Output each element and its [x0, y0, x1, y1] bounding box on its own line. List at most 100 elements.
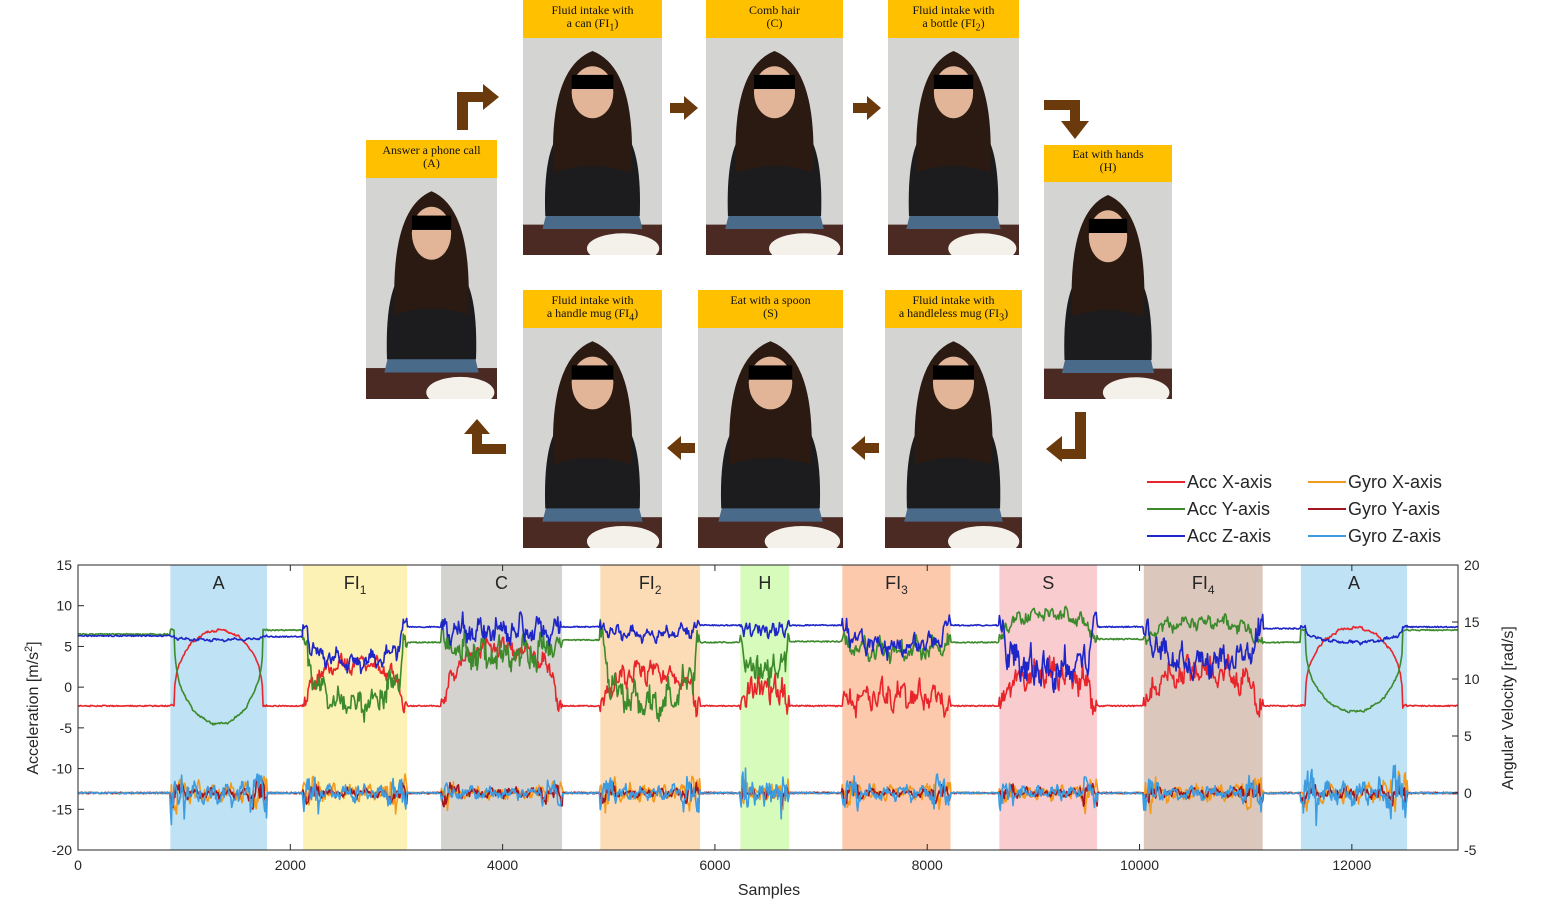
arrow-shape: [464, 419, 506, 454]
panel-photo: [885, 328, 1022, 548]
y-tick-label: 0: [64, 679, 72, 695]
legend-label: Gyro Y-axis: [1348, 499, 1440, 519]
x-tick-label: 12000: [1332, 857, 1371, 873]
y2-tick-label: 15: [1464, 614, 1480, 630]
region-label-sub: 4: [1208, 583, 1215, 597]
legend-label: Acc Z-axis: [1187, 526, 1271, 546]
x-tick-label: 10000: [1120, 857, 1159, 873]
panel-photo: [1044, 182, 1172, 399]
panel-photo: [698, 328, 843, 548]
plot-frame: [77, 564, 1459, 851]
y-axis-title: Acceleration [m/s2]: [23, 641, 42, 774]
x-tick-label: 4000: [487, 857, 518, 873]
y-tick-label: -15: [52, 801, 72, 817]
region-label-main: A: [1348, 573, 1360, 593]
panel-label-line1: Fluid intake with: [912, 292, 995, 307]
region-label: S: [1042, 573, 1054, 593]
y-tick-label: -5: [60, 720, 73, 736]
y2-tick-label: -5: [1464, 842, 1477, 858]
arrow-left-icon: [851, 436, 879, 460]
privacy-bar: [571, 365, 614, 380]
x-tick-label: 8000: [912, 857, 943, 873]
y-tick-label: 5: [64, 638, 72, 654]
panel-eat-with-spoon: Eat with a spoon (S): [698, 290, 843, 548]
arrow-right-down-icon: [1044, 100, 1089, 139]
plate-icon: [764, 526, 841, 548]
y-tick-label: -20: [52, 842, 72, 858]
activity-region: [1143, 565, 1263, 850]
plate-icon: [948, 526, 1020, 548]
region-label: A: [213, 573, 225, 593]
panel-fluid-intake-handleless-mug: Fluid intake with a handleless mug (FI3): [885, 290, 1022, 548]
plate-icon: [426, 376, 495, 399]
series-line-acc-x-axis: [77, 625, 1458, 719]
region-label-main: S: [1042, 573, 1054, 593]
activity-region: [999, 565, 1098, 850]
region-label-sub: 2: [655, 583, 662, 597]
panel-label-line1: Fluid intake with: [551, 292, 634, 307]
privacy-bar: [932, 365, 975, 380]
panel-label-line2: a bottle (FI2): [922, 15, 985, 34]
panel-fluid-intake-handle-mug: Fluid intake with a handle mug (FI4): [523, 290, 662, 548]
plate-icon: [586, 233, 660, 255]
arrow-right-icon: [670, 96, 698, 120]
panel-label-line1: Fluid intake with: [551, 2, 634, 17]
x-tick-label: 6000: [699, 857, 730, 873]
region-label-main: A: [213, 573, 225, 593]
panel-header: Eat with hands (H): [1044, 145, 1172, 182]
y-axis-title-main: Acceleration [m/s: [25, 652, 42, 775]
panel-label-line2: a handleless mug (FI3): [898, 305, 1009, 324]
panel-label-line1: Fluid intake with: [912, 2, 995, 17]
privacy-bar: [748, 365, 793, 380]
y-axis-title-end: ]: [25, 641, 42, 645]
panel-label-line1: Comb hair: [749, 2, 800, 17]
panel-header: Fluid intake with a can (FI1): [523, 0, 662, 38]
panel-header: Comb hair (C): [706, 0, 843, 38]
panel-label-line2: (H): [1099, 160, 1117, 175]
region-label-sub: 3: [901, 583, 908, 597]
panel-comb-hair: Comb hair (C): [706, 0, 843, 255]
region-label-main: FI: [1192, 573, 1208, 593]
panel-header: Fluid intake with a handle mug (FI4): [523, 290, 662, 328]
privacy-bar: [933, 74, 974, 89]
arrow-left-up-icon: [464, 419, 506, 454]
panel-header: Answer a phone call (A): [366, 140, 497, 178]
y-tick-label: 15: [56, 557, 72, 573]
panel-photo: [888, 38, 1019, 255]
series-line-acc-y-axis: [77, 605, 1459, 726]
arrow-shape: [457, 84, 499, 130]
panel-header: Fluid intake with a bottle (FI2): [888, 0, 1019, 38]
region-label: FI4: [1192, 573, 1215, 597]
arrow-shape: [851, 436, 879, 460]
y2-tick-label: 10: [1464, 671, 1480, 687]
arrow-shape: [1046, 412, 1086, 462]
privacy-bar: [753, 74, 796, 89]
arrow-shape: [667, 436, 695, 460]
panel-header: Fluid intake with a handleless mug (FI3): [885, 290, 1022, 328]
panel-label-line2: (C): [766, 15, 783, 30]
region-label: FI1: [344, 573, 367, 597]
panel-label-line2: a can (FI1): [566, 15, 619, 34]
arrow-right-icon: [853, 96, 881, 120]
y2-axis-title: Angular Velocity [rad/s]: [1500, 626, 1517, 790]
panel-label-line1: Answer a phone call: [382, 142, 481, 157]
panel-fluid-intake-can: Fluid intake with a can (FI1): [523, 0, 662, 255]
region-label: A: [1348, 573, 1360, 593]
panel-photo: [706, 38, 843, 255]
plate-icon: [948, 233, 1017, 255]
panel-label-line2: a handle mug (FI4): [546, 305, 639, 324]
plate-icon: [769, 233, 841, 255]
panel-label-line1: Eat with hands: [1072, 147, 1144, 162]
legend-label: Acc Y-axis: [1187, 499, 1270, 519]
legend-label: Gyro Z-axis: [1348, 526, 1441, 546]
x-tick-label: 0: [74, 857, 82, 873]
privacy-bar: [1088, 218, 1128, 233]
panel-photo: [523, 328, 662, 548]
panel-photo: [366, 178, 497, 399]
series-line-gyro-z-axis: [77, 764, 1459, 827]
y-tick-label: 10: [56, 598, 72, 614]
plate-icon: [586, 526, 660, 548]
region-label: FI3: [885, 573, 908, 597]
arrow-up-right-icon: [457, 84, 499, 130]
